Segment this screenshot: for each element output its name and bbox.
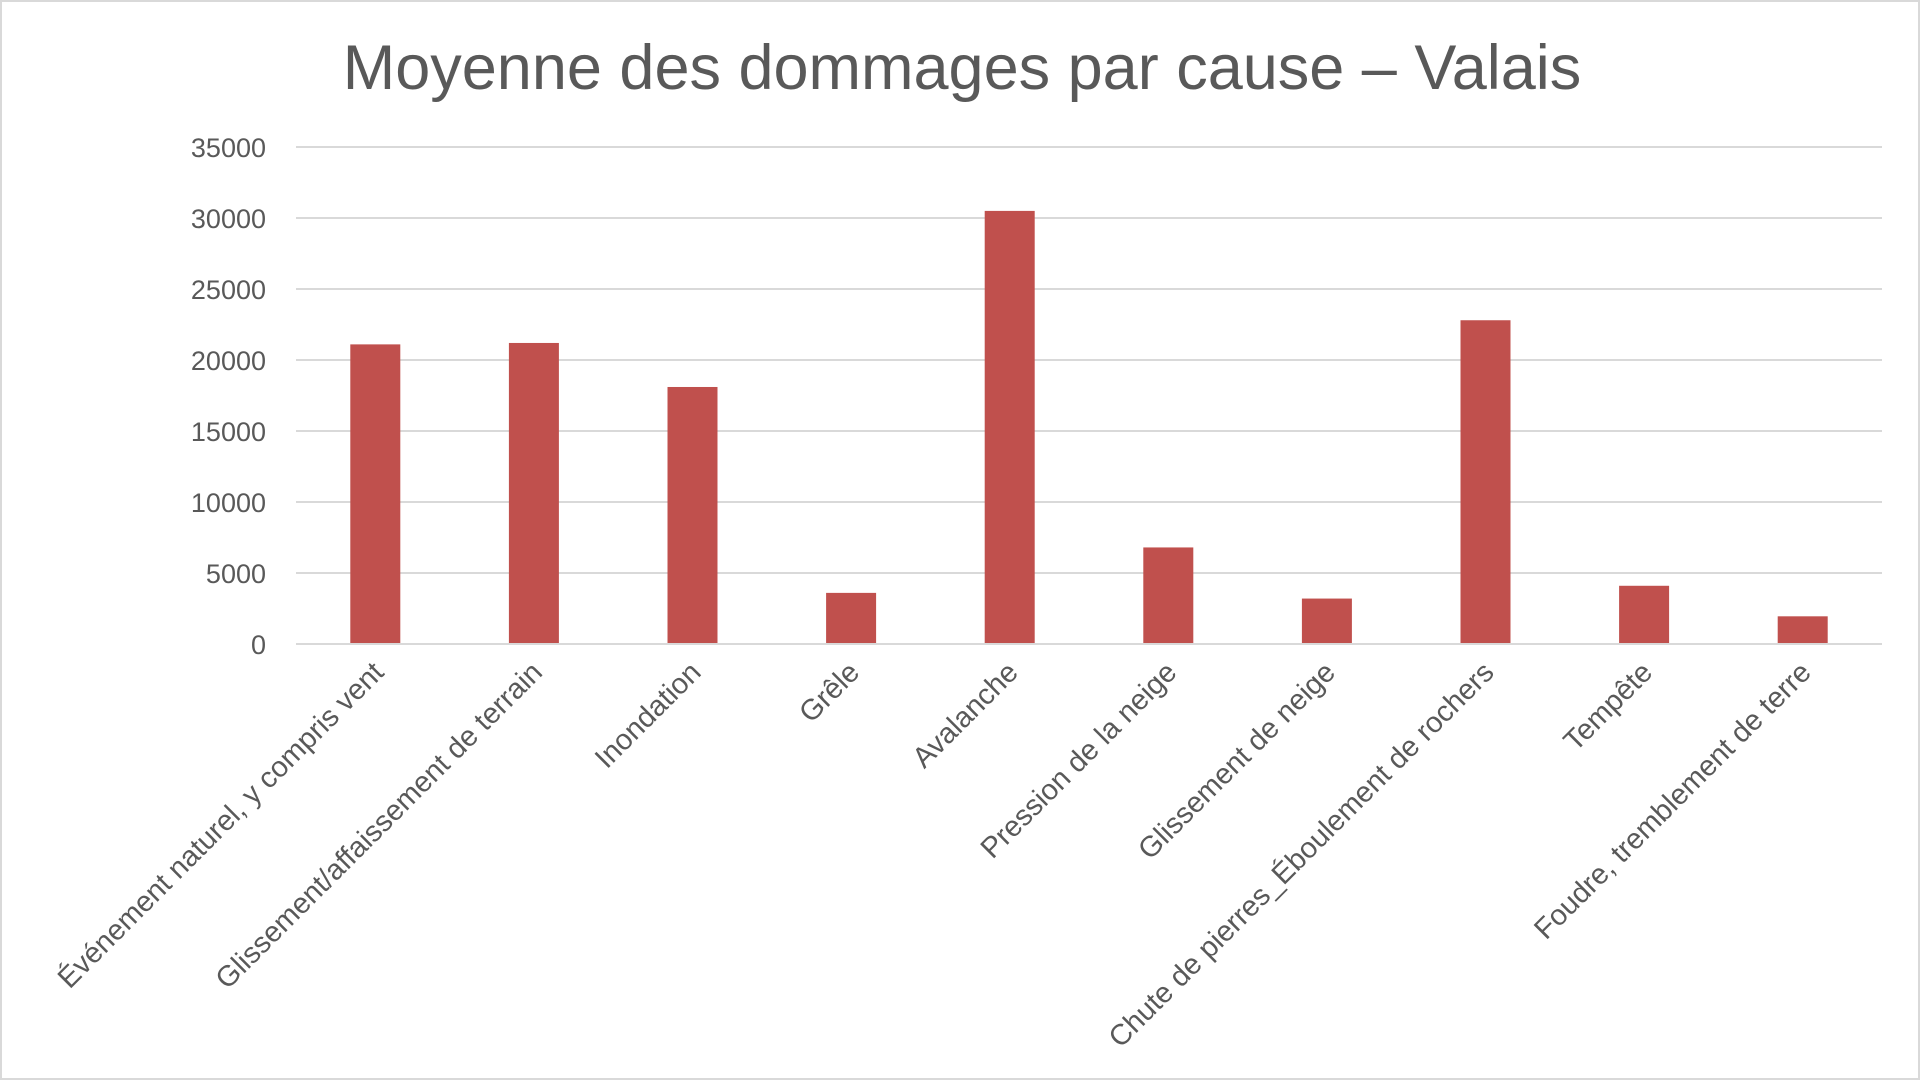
y-tick-label: 35000 <box>191 133 266 163</box>
x-tick-label: Événement naturel, y compris vent <box>51 656 390 995</box>
x-axis-tick-labels: Événement naturel, y compris ventGlissem… <box>51 656 1817 1054</box>
bar <box>667 386 718 644</box>
chart-title: Moyenne des dommages par cause – Valais <box>343 33 1582 103</box>
y-axis-tick-labels: 0 5000 10000 15000 20000 25000 30000 35000 <box>191 133 266 660</box>
x-tick-label: Avalanche <box>907 656 1025 774</box>
bar <box>826 592 877 644</box>
bar <box>1619 585 1670 644</box>
y-tick-label: 20000 <box>191 346 266 376</box>
bars <box>350 210 1828 644</box>
y-tick-label: 5000 <box>206 559 266 589</box>
gridlines <box>296 146 1882 574</box>
y-tick-label: 10000 <box>191 488 266 518</box>
x-tick-label: Foudre, tremblement de terre <box>1528 656 1817 945</box>
y-tick-label: 15000 <box>191 417 266 447</box>
bar <box>1777 616 1828 644</box>
x-tick-label: Tempête <box>1558 656 1659 757</box>
x-tick-label: Glissement/affaissement de terrain <box>210 656 549 995</box>
bar <box>1143 547 1194 644</box>
bar <box>1460 320 1511 644</box>
y-tick-label: 30000 <box>191 204 266 234</box>
bar <box>350 344 401 644</box>
x-tick-label: Grêle <box>793 656 866 729</box>
y-tick-label: 25000 <box>191 275 266 305</box>
y-tick-label: 0 <box>251 630 266 660</box>
x-tick-label: Inondation <box>589 656 707 774</box>
bar <box>984 210 1035 644</box>
bar <box>508 342 559 644</box>
bar <box>1301 598 1352 644</box>
